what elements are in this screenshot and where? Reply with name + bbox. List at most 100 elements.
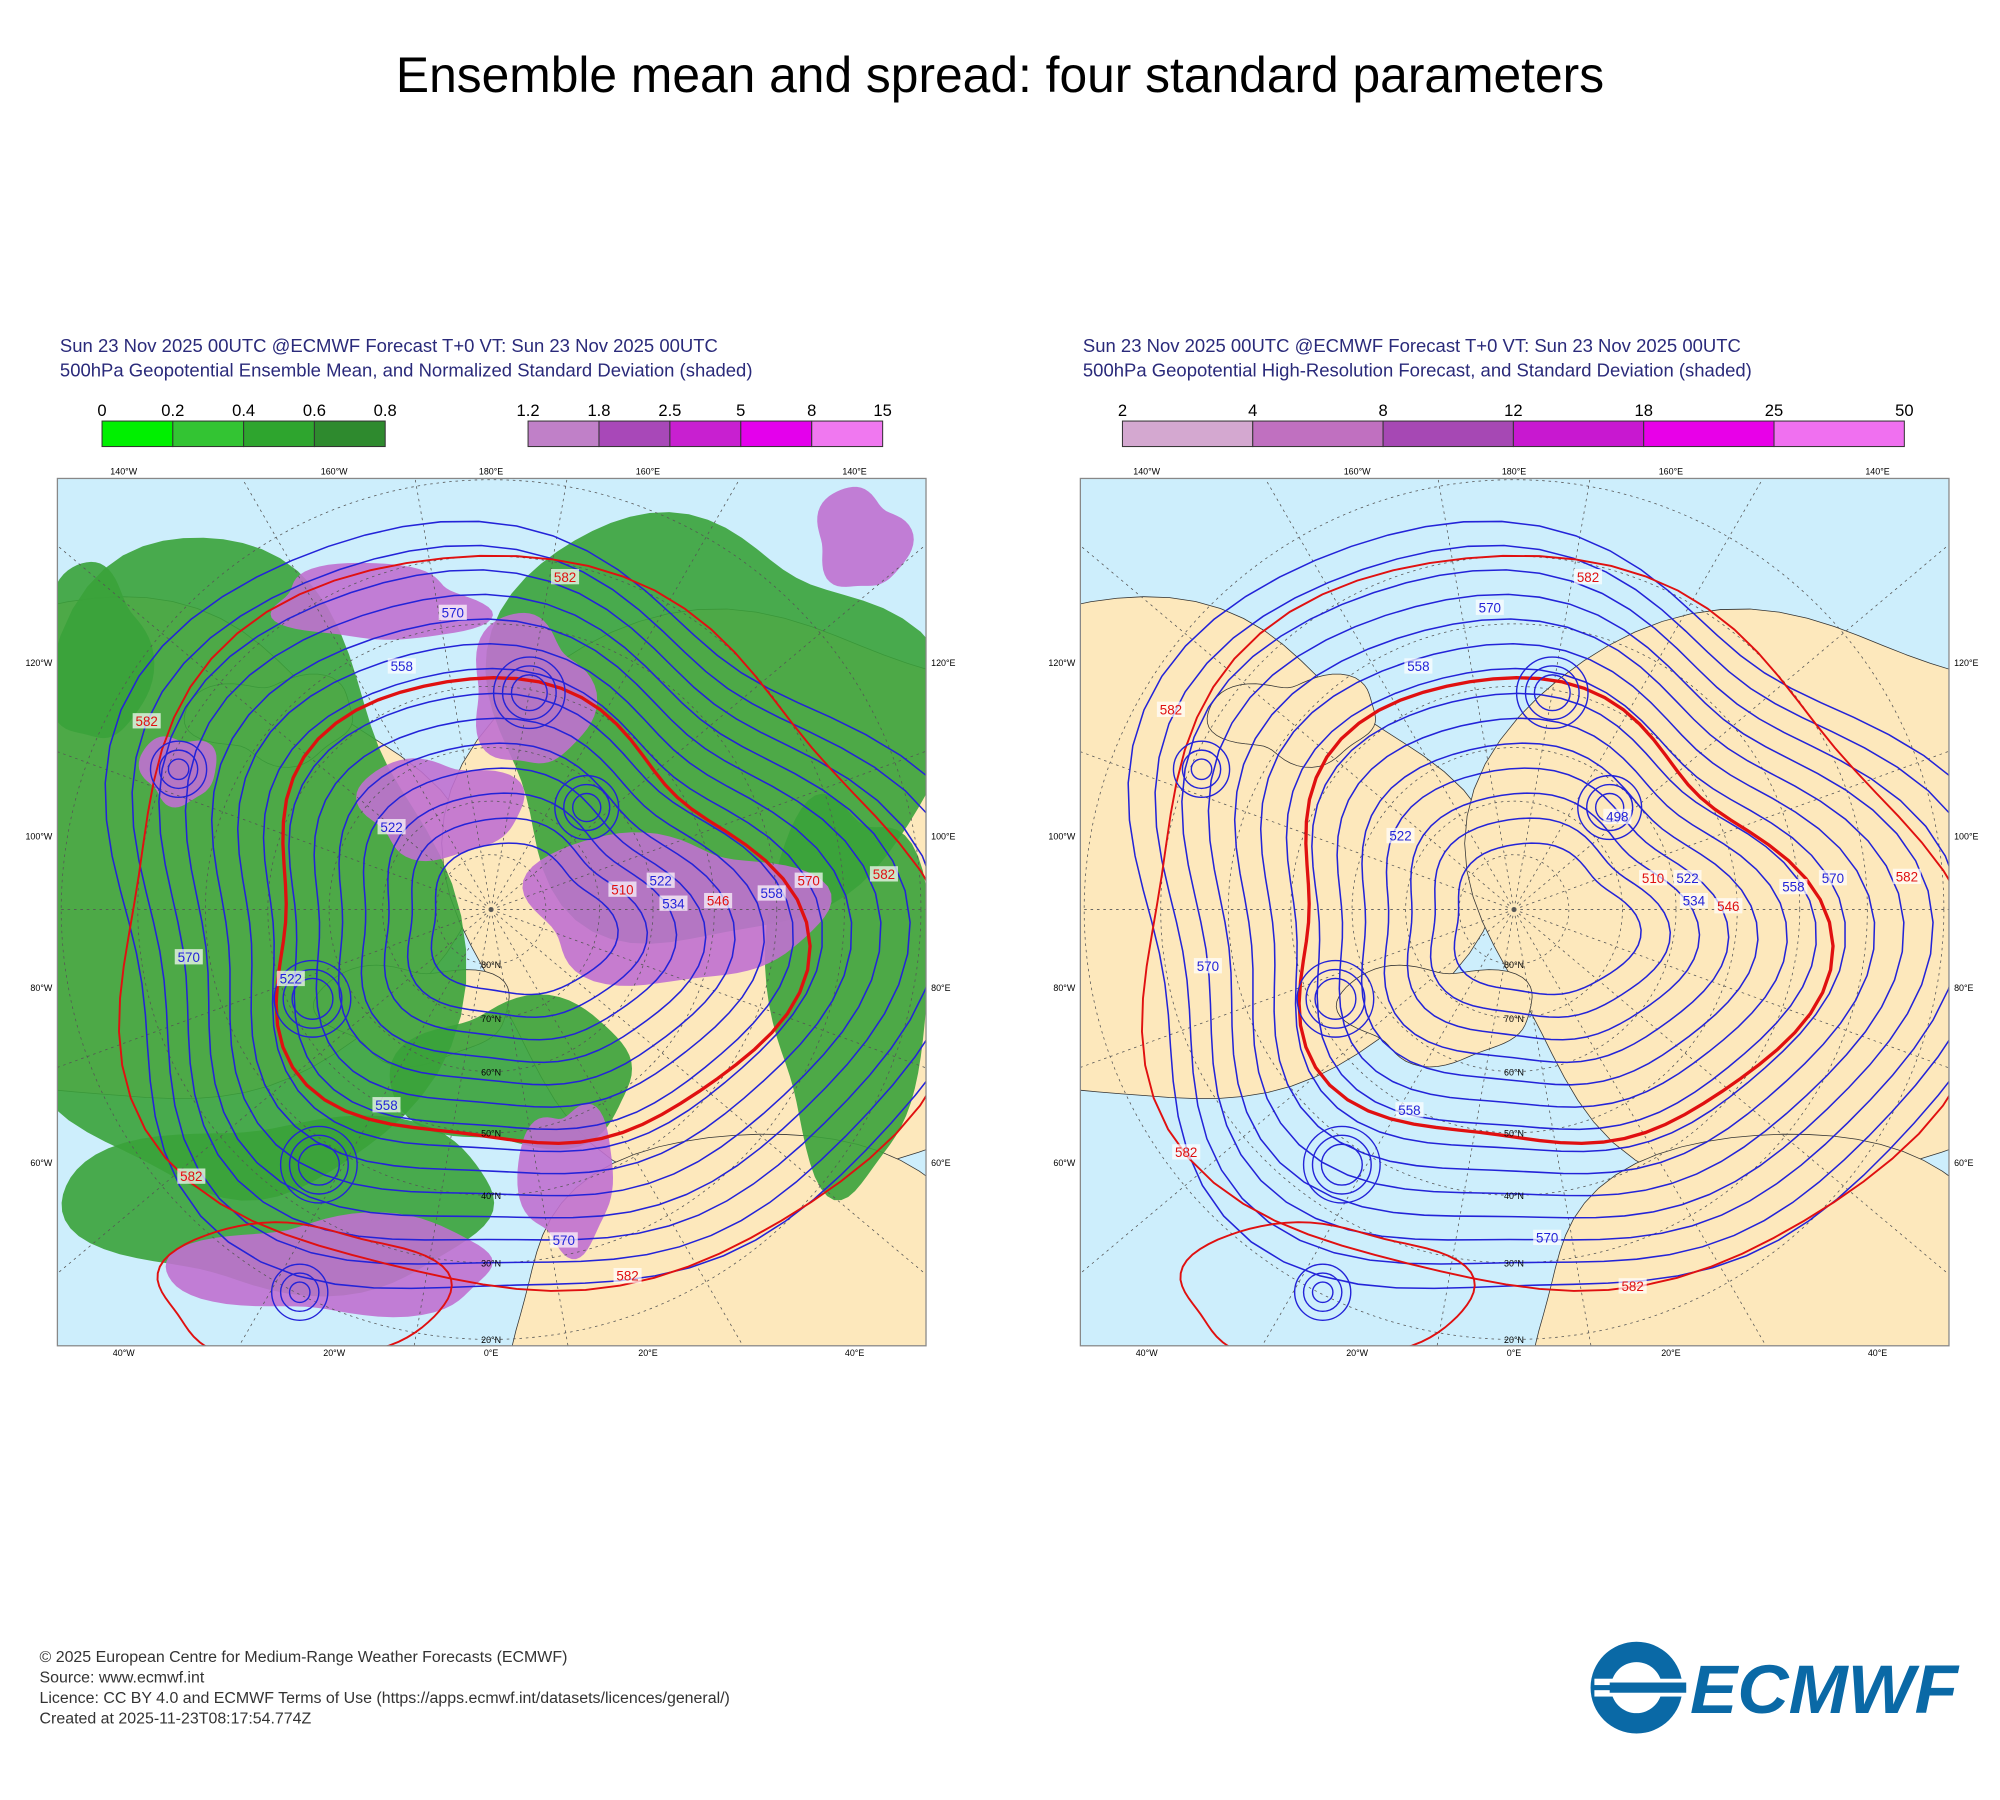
contour-blue	[1259, 642, 1876, 1175]
contour-label-bg	[549, 1232, 578, 1248]
graticule-meridian	[241, 478, 492, 910]
longitude-label: 20°E	[638, 1348, 657, 1358]
contour-label: 558	[391, 659, 413, 674]
colorbar-box	[669, 420, 742, 448]
contour-label: 570	[1197, 959, 1219, 974]
map: 582 570 558 582 570 522 558 582 570 582 510 522 534 5…	[57, 478, 927, 1346]
longitude-label: 40°W	[113, 1348, 135, 1358]
colorbar-tick-label: 2.5	[658, 401, 681, 420]
longitude-label: 160°E	[1659, 467, 1683, 477]
contour-label: 546	[1717, 899, 1739, 914]
longitude-label: 40°E	[1868, 1348, 1887, 1358]
graticule-meridian	[414, 478, 492, 910]
footer-line: Source: www.ecmwf.int	[40, 1670, 205, 1687]
longitude-label: 100°W	[1048, 831, 1075, 841]
contour-red	[156, 1221, 453, 1346]
contour-blue	[554, 774, 620, 841]
colorbar-tick-label: 2	[1118, 401, 1127, 420]
colorbar-box	[172, 420, 245, 448]
logo-stripe	[1594, 1690, 1687, 1697]
contour-label-bg	[1172, 1144, 1201, 1160]
contour-blue	[1207, 593, 1934, 1219]
contour-blue	[510, 674, 548, 712]
contour-label-bg	[438, 604, 467, 621]
contour-label: 582	[1160, 702, 1182, 717]
contour-label: 534	[662, 896, 685, 911]
colorbar-box	[101, 420, 174, 448]
contour-blue	[210, 618, 882, 1197]
contour-label-bg	[794, 872, 823, 888]
contour-label: 558	[1782, 880, 1804, 895]
longitude-label: 60°E	[1954, 1158, 1973, 1168]
footer-line: Licence: CC BY 4.0 and ECMWF Terms of Us…	[40, 1690, 730, 1707]
contour-blue	[291, 977, 334, 1020]
contour-blue	[1586, 783, 1634, 832]
colorbar-box	[1121, 420, 1254, 448]
contour-label: 498	[1606, 810, 1628, 825]
contour-label: 522	[1389, 829, 1411, 844]
longitude-label: 120°E	[1954, 658, 1978, 668]
colorbar-box	[1382, 420, 1514, 448]
contour-label-bg	[869, 866, 898, 882]
contour-blue	[383, 792, 678, 1041]
shading-purple	[476, 612, 598, 764]
longitude-label: 160°W	[1344, 467, 1371, 477]
contour-label: 582	[1896, 870, 1918, 885]
longitude-label: 40°W	[1136, 1348, 1158, 1358]
latitude-label: 20°N	[481, 1335, 501, 1345]
panel-header: Sun 23 Nov 2025 00UTC @ECMWF Forecast T+…	[60, 335, 718, 356]
contour-blue	[572, 792, 602, 823]
contour-label-bg	[372, 1097, 401, 1113]
contour-blue	[1305, 968, 1366, 1029]
ecmwf-logo: ECMWF	[1590, 1641, 1960, 1734]
contour-blue	[1314, 977, 1357, 1020]
graticule-ring	[435, 854, 547, 965]
contour-blue	[1515, 656, 1589, 730]
colorbar-tick-label: 0.2	[161, 401, 184, 420]
contour-label-bg	[1156, 701, 1185, 717]
shading-purple	[270, 562, 493, 640]
longitude-label: 160°E	[636, 467, 660, 477]
colorbar-box	[598, 420, 671, 448]
contour-label: 558	[1407, 659, 1429, 674]
colorbar-tick-label: 0.6	[303, 401, 326, 420]
graticule-meridian	[490, 909, 927, 1276]
shading-purple	[165, 1212, 493, 1318]
contour-label-bg	[174, 949, 203, 965]
contour-label-bg	[1475, 599, 1504, 615]
contour-blue	[492, 656, 566, 730]
colorbar-box	[313, 420, 386, 448]
graticule-meridian	[413, 909, 492, 1346]
contour-label: 558	[375, 1098, 397, 1113]
contour-label-bg	[1818, 870, 1847, 886]
contour-blue	[1293, 1263, 1352, 1321]
contour-blue	[501, 665, 557, 721]
shading-purple	[817, 486, 914, 587]
contour-blue	[406, 817, 649, 1018]
contour-blue	[1383, 767, 1730, 1064]
latitude-label: 30°N	[481, 1259, 501, 1269]
contour-label-bg	[377, 819, 406, 835]
latitude-label: 50°N	[1504, 1129, 1524, 1139]
longitude-label: 100°E	[931, 831, 955, 841]
latitude-label: 80°N	[481, 960, 501, 970]
contour-label-bg	[1193, 958, 1222, 974]
contour-label-bg	[646, 872, 675, 888]
contour-label: 582	[1577, 570, 1599, 585]
contour-label-bg	[132, 713, 161, 729]
contour-blue	[1296, 959, 1375, 1038]
contour-label: 570	[1536, 1230, 1558, 1245]
contour-blue	[430, 842, 619, 996]
contour-blue	[167, 758, 190, 781]
graticule-meridian	[238, 909, 492, 1346]
contour-red	[1141, 554, 1949, 1292]
longitude-label: 20°E	[1661, 1348, 1680, 1358]
contour-blue	[158, 569, 927, 1241]
colorbar-tick-label: 15	[873, 401, 891, 420]
longitude-label: 60°E	[931, 1158, 950, 1168]
contour-blue	[270, 1263, 329, 1321]
latitude-label: 20°N	[1504, 1335, 1524, 1345]
contour-label-bg	[757, 885, 786, 901]
latitude-label: 80°N	[1504, 960, 1524, 970]
